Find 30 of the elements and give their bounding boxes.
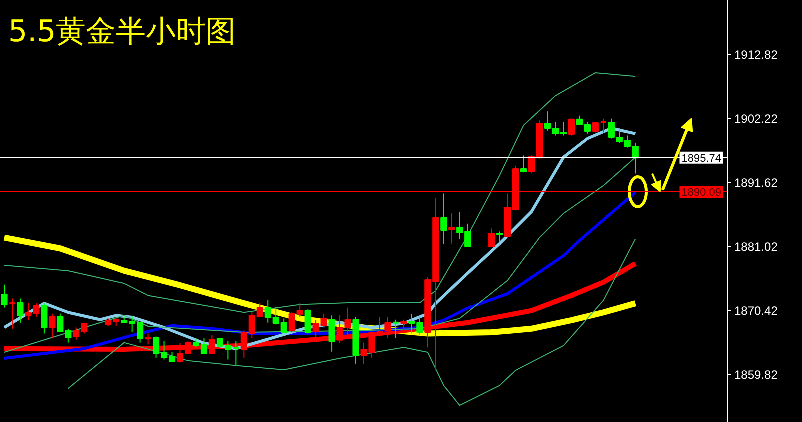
candlestick bbox=[400, 319, 408, 332]
y-tick-label: 1912.82 bbox=[734, 48, 778, 62]
y-tick-label: 1902.22 bbox=[734, 112, 778, 126]
candlestick bbox=[448, 213, 456, 244]
candlestick bbox=[440, 193, 448, 245]
candlestick bbox=[17, 298, 24, 324]
candlestick bbox=[520, 155, 528, 174]
candlestick bbox=[600, 118, 608, 134]
candlestick bbox=[1, 284, 8, 308]
candlestick bbox=[304, 309, 312, 334]
candlestick bbox=[144, 333, 152, 346]
candlestick bbox=[392, 319, 400, 338]
candlestick bbox=[8, 298, 16, 330]
candlestick bbox=[41, 303, 48, 334]
ref-line-label: 1895.74 bbox=[682, 152, 722, 165]
candlestick bbox=[232, 340, 240, 366]
candlestick bbox=[49, 313, 56, 340]
y-tick-label: 1870.42 bbox=[734, 304, 778, 318]
ref-line-label: 1890.09 bbox=[682, 186, 722, 199]
y-tick-label: 1881.02 bbox=[734, 240, 778, 254]
line-series bbox=[4, 72, 636, 314]
y-tick-label: 1859.82 bbox=[734, 368, 778, 382]
candlestick bbox=[568, 118, 576, 136]
candlestick bbox=[384, 316, 392, 338]
line-series bbox=[68, 238, 636, 406]
candlestick bbox=[488, 228, 496, 248]
text: 5.5黄金半小时图 bbox=[8, 14, 236, 50]
y-tick-label: 1891.62 bbox=[734, 176, 778, 190]
candlestick bbox=[496, 231, 504, 244]
candlestick bbox=[328, 315, 336, 352]
